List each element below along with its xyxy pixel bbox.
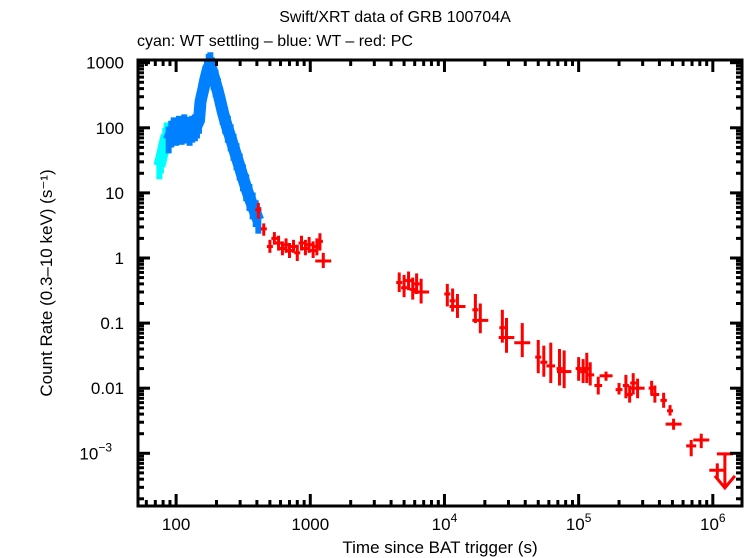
chart-title: Swift/XRT data of GRB 100704A (279, 9, 511, 26)
data-point (546, 342, 556, 384)
data-point (298, 235, 305, 251)
data-point (660, 392, 667, 408)
data-point (586, 362, 595, 386)
y-tick-label: 1000 (86, 54, 124, 73)
data-point (556, 350, 572, 389)
data-point (622, 374, 629, 399)
x-tick-label: 105 (566, 511, 592, 534)
data-point (630, 378, 645, 399)
data-point (260, 223, 267, 236)
data-point (266, 239, 273, 253)
data-point (575, 357, 582, 381)
data-point (580, 359, 587, 384)
chart-subtitle: cyan: WT settling – blue: WT – red: PC (137, 33, 413, 50)
data-point (444, 283, 451, 307)
data-point (535, 339, 542, 374)
y-tick-label: 10−3 (79, 440, 112, 463)
data-point (615, 383, 623, 395)
x-tick-exponent: 6 (719, 511, 726, 525)
series-pc (255, 202, 737, 491)
data-point (316, 233, 323, 251)
data-point (413, 278, 430, 304)
data-point (396, 272, 403, 293)
data-layer (153, 52, 737, 491)
data-point (302, 239, 309, 256)
data-point (449, 288, 456, 312)
series-wt (163, 52, 264, 234)
data-point (409, 277, 416, 300)
data-point (498, 317, 515, 353)
plot-frame (136, 58, 744, 508)
data-point (472, 303, 489, 334)
data-point (594, 376, 603, 395)
data-point (279, 241, 286, 256)
data-point (665, 418, 682, 430)
data-point (401, 274, 408, 298)
data-point (693, 433, 710, 449)
x-tick-label: 1000 (291, 515, 329, 534)
x-tick-label: 100 (162, 515, 190, 534)
data-point (650, 385, 660, 403)
data-point (540, 345, 548, 377)
data-point (294, 244, 301, 261)
data-point (271, 232, 278, 245)
data-point (686, 440, 697, 457)
data-point (630, 373, 637, 395)
x-tick-exponent: 4 (451, 511, 458, 525)
data-point (405, 271, 412, 291)
data-point (599, 371, 613, 381)
data-point (667, 405, 674, 416)
y-tick-exponent: −3 (98, 440, 112, 454)
data-point (310, 241, 317, 258)
data-point (472, 293, 479, 324)
y-tick-label: 0.01 (91, 379, 124, 398)
y-tick-label: 1 (115, 249, 124, 268)
y-tick-label: 10 (105, 184, 124, 203)
data-point (315, 252, 332, 269)
x-tick-label: 104 (432, 511, 458, 534)
data-point (514, 323, 531, 358)
data-point (275, 235, 282, 251)
data-point (626, 385, 633, 403)
data-point (306, 237, 313, 253)
y-axis-label: Count Rate (0.3–10 keV) (s⁻¹) (37, 169, 56, 396)
data-point (286, 242, 293, 258)
data-point (255, 202, 262, 219)
y-tick-label: 0.1 (100, 314, 124, 333)
data-point (449, 293, 466, 318)
data-point (290, 239, 297, 253)
x-axis-label: Time since BAT trigger (s) (342, 538, 537, 557)
series-band (153, 134, 173, 168)
series-band (163, 59, 264, 223)
x-tick-exponent: 5 (585, 511, 592, 525)
x-tick-label: 106 (700, 511, 726, 534)
data-point (556, 348, 563, 386)
y-tick-label: 100 (96, 119, 124, 138)
